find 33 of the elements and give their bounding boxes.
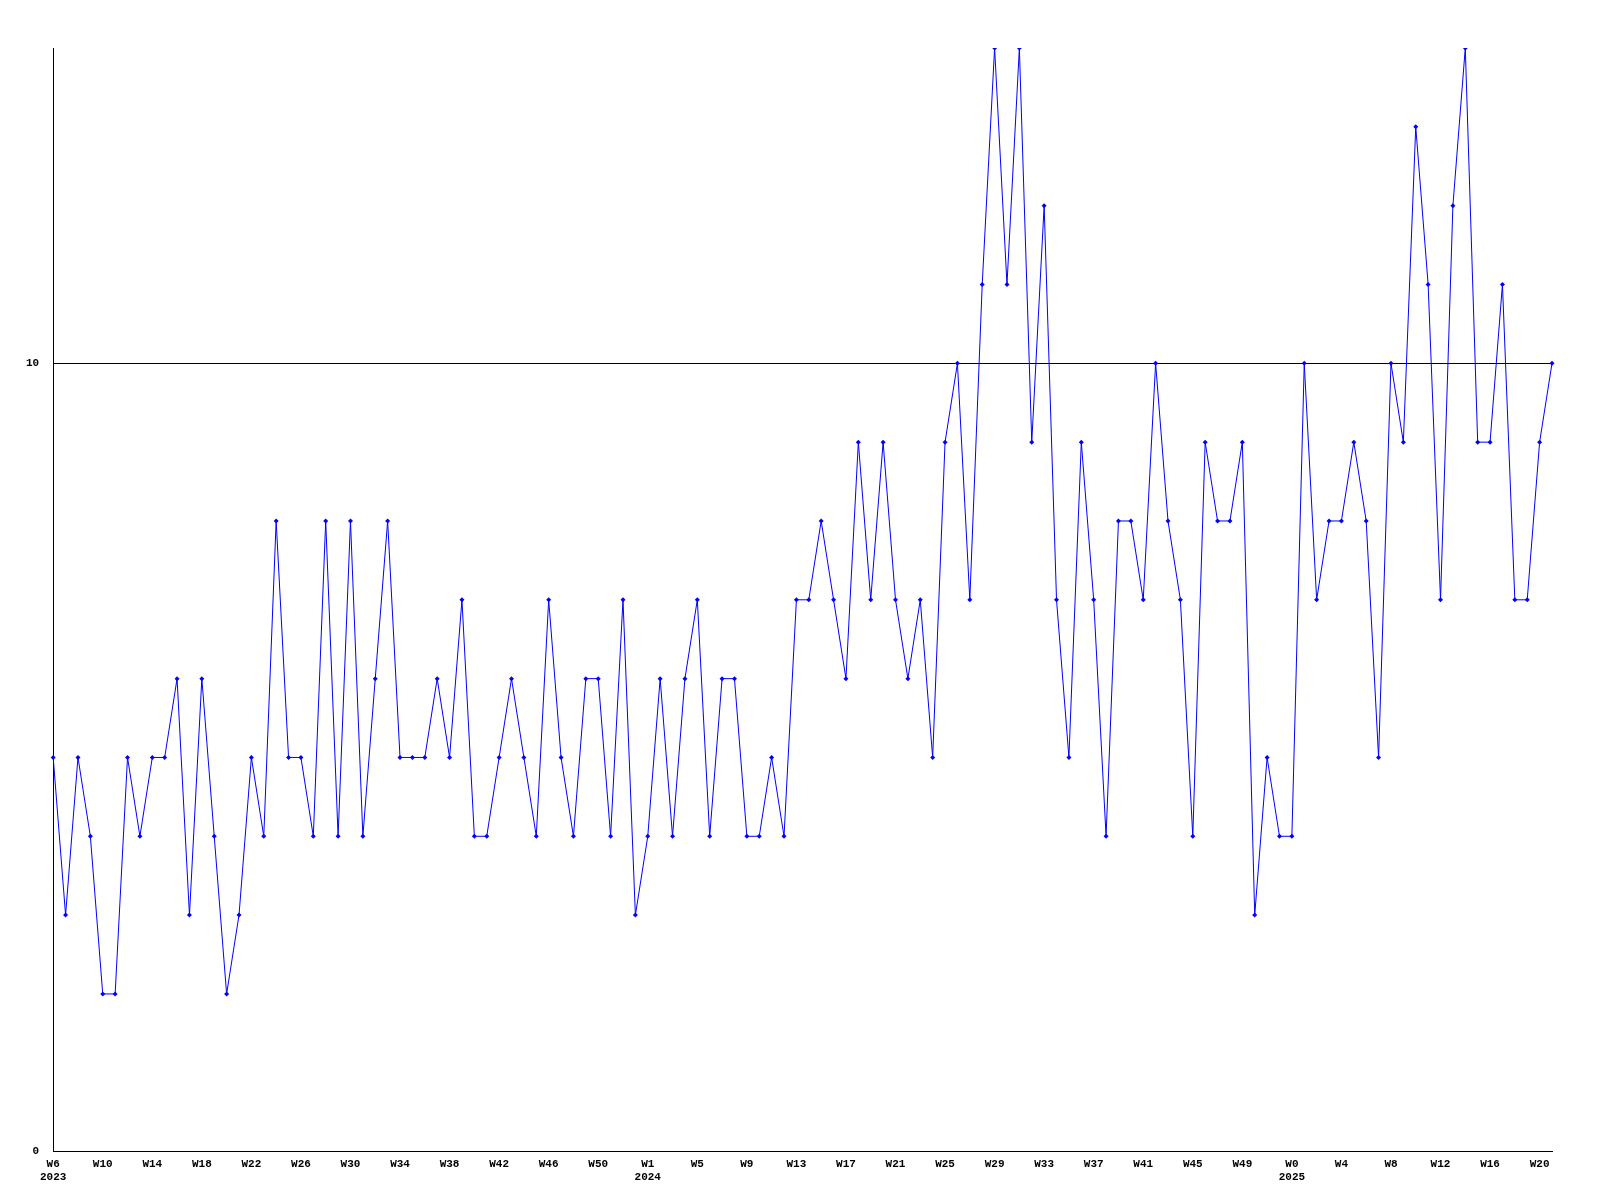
x-tick-label: W13 <box>786 1157 807 1170</box>
x-tick-label: W9 <box>740 1157 754 1170</box>
x-tick-label: W46 <box>538 1157 559 1170</box>
x-tick-label: W8 <box>1384 1157 1398 1170</box>
x-tick-label: W37 <box>1083 1157 1104 1170</box>
x-tick-label: W33 <box>1034 1157 1055 1170</box>
x-tick-label: W6 2023 <box>40 1157 67 1184</box>
x-tick-label: W20 <box>1529 1157 1550 1170</box>
x-tick-label: W26 <box>291 1157 311 1170</box>
y-tick-label: 0 <box>32 1145 40 1158</box>
x-tick-label: W50 <box>588 1157 609 1170</box>
x-tick-label: W49 <box>1232 1157 1253 1170</box>
x-tick-label: W42 <box>489 1157 510 1170</box>
x-tick-label: W12 <box>1430 1157 1451 1170</box>
x-tick-label: W1 2024 <box>634 1157 662 1184</box>
x-tick-label: W29 <box>984 1157 1005 1170</box>
x-tick-label: W45 <box>1182 1157 1204 1170</box>
x-tick-label: W25 <box>935 1157 956 1170</box>
y-tick-label: 10 <box>26 357 40 370</box>
x-tick-label: W0 2025 <box>1278 1157 1306 1184</box>
x-tick-label: W10 <box>92 1157 113 1170</box>
x-tick-label: W5 <box>690 1157 705 1170</box>
x-tick-label: W41 <box>1133 1157 1154 1170</box>
x-tick-label: W18 <box>191 1157 213 1170</box>
x-tick-label: W22 <box>241 1157 262 1170</box>
x-tick-label: W4 <box>1334 1157 1349 1170</box>
x-tick-label: W21 <box>885 1157 906 1170</box>
x-tick-label: W30 <box>340 1157 361 1170</box>
x-tick-label: W14 <box>142 1157 163 1170</box>
x-tick-label: W34 <box>390 1157 411 1170</box>
x-tick-label: W16 <box>1480 1157 1500 1170</box>
x-tick-label: W17 <box>836 1157 856 1170</box>
x-tick-label: W38 <box>439 1157 460 1170</box>
